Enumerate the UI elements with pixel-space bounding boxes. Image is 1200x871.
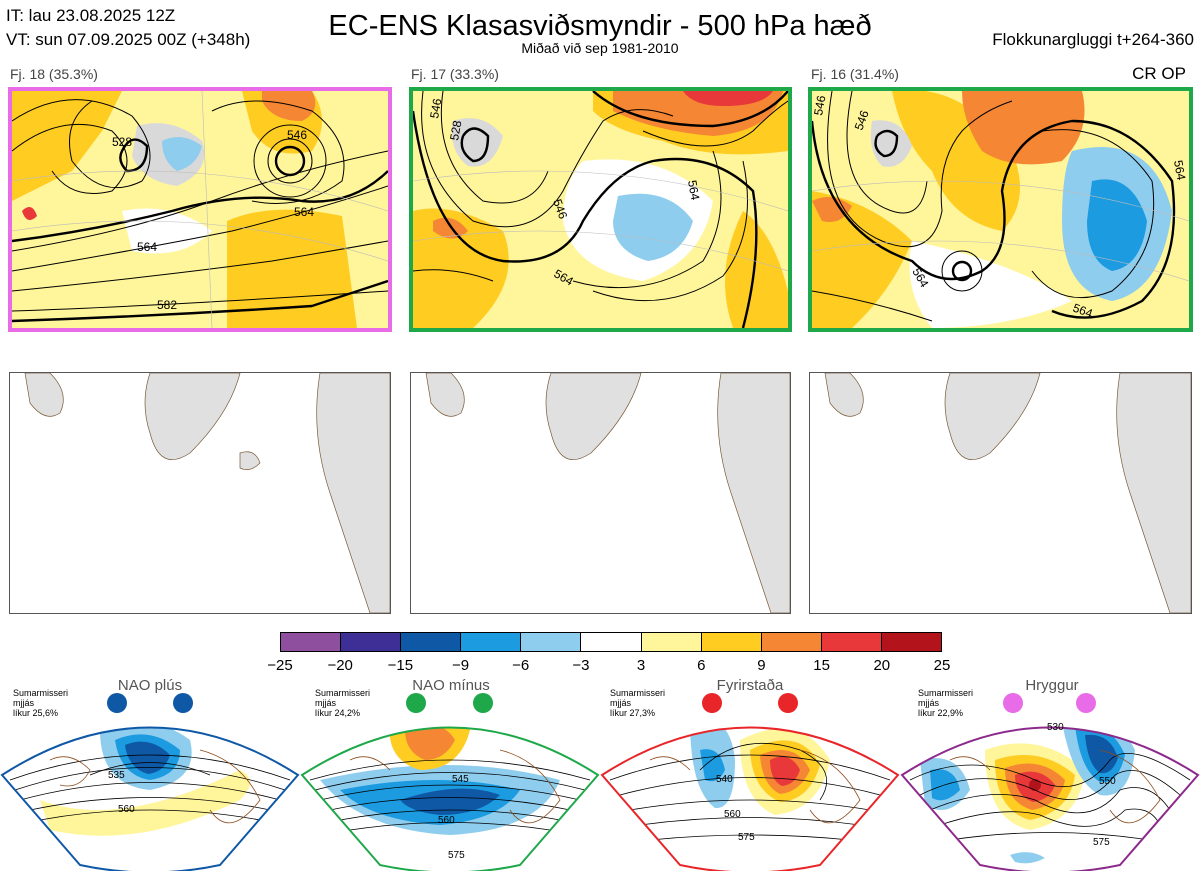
contour-label: 528 [447,119,464,141]
regime-title-ridge: Hryggur [1025,677,1079,694]
colorbar-tick-label: −15 [387,657,414,674]
contour-label: 546 [287,128,307,142]
contour-label: 560 [724,809,741,820]
base-map-1 [9,372,391,614]
contour-label: 545 [452,774,469,785]
colorbar-tick-label: 6 [697,657,706,674]
contour-label: 530 [1047,722,1064,733]
regime-dot-ridge-2 [1076,693,1096,713]
contour-label: 546 [852,108,872,132]
colorbar-tick-label: 20 [873,657,891,674]
regime-maps: 535 560 545 560 575 [0,722,1200,871]
colorbar-tick-label: 15 [813,657,830,674]
init-time: IT: lau 23.08.2025 12Z [6,6,176,25]
colorbar-swatch [340,633,401,651]
contour-label: 560 [438,815,455,826]
regime-dot-ridge-1 [1003,693,1023,713]
contour-label: 546 [812,94,828,116]
regime-note-nao-minus: Sumarmisseri mjjás líkur 24,2% [315,688,371,718]
page-subtitle: Miðað við sep 1981-2010 [521,40,679,56]
contour-label: 550 [1099,776,1116,787]
regime-dot-nao-plus-1 [107,693,127,713]
contour-label: 575 [448,850,465,861]
colorbar-swatch [700,633,761,651]
colorbar-swatch [460,633,521,651]
colorbar-swatch [820,633,881,651]
regime-title-nao-minus: NAO mínus [412,677,490,694]
classification-window: Flokkunargluggi t+264-360 [992,30,1194,49]
colorbar-swatch [520,633,581,651]
regime-dot-nao-minus-1 [406,693,426,713]
page-title: EC-ENS Klasasviðsmyndir - 500 hPa hæð [328,10,872,42]
contour-label: 546 [550,197,570,221]
colorbar-tick-label: −3 [572,657,590,674]
cluster-label-17: Fj. 17 (33.3%) [411,66,499,82]
regime-title-blocking: Fyrirstaða [716,677,784,694]
cluster-map-16: 546 546 564 564 564 [808,87,1193,332]
colorbar-swatch [400,633,461,651]
colorbar-swatch [580,633,641,651]
colorbar-swatch [640,633,701,651]
colorbar-tick-label: 3 [636,657,646,674]
base-map-2 [410,372,791,614]
colorbar-tick-label: 25 [933,657,951,674]
contour-label: 564 [685,179,702,201]
contour-label: 535 [108,770,125,781]
contour-label: 564 [1171,159,1188,181]
colorbar-tick-label: −9 [451,657,470,674]
contour-label: 560 [118,804,135,815]
regime-dot-blocking-1 [702,693,722,713]
colorbar [280,632,942,652]
regime-dot-nao-plus-2 [173,693,193,713]
contour-label: 540 [716,774,733,785]
contour-label: 582 [157,298,177,312]
colorbar-tick-label: −6 [512,657,530,674]
colorbar-swatch [281,633,341,651]
cluster-map-17: 546 528 564 546 564 [409,87,792,332]
colorbar-swatch [760,633,821,651]
contour-label: 528 [112,135,132,149]
regime-dot-nao-minus-2 [473,693,493,713]
cluster-label-16: Fj. 16 (31.4%) [811,66,899,82]
regime-dot-blocking-2 [778,693,798,713]
contour-label: 564 [1071,301,1095,321]
cluster-label-18: Fj. 18 (35.3%) [10,66,98,82]
cr-op-label: CR OP [1132,64,1186,83]
contour-label: 564 [137,240,157,254]
colorbar-tick-label: 9 [757,657,766,674]
regime-note-ridge: Sumarmisseri mjjás líkur 22,9% [918,688,974,718]
valid-time: VT: sun 07.09.2025 00Z (+348h) [6,30,251,49]
regime-title-nao-plus: NAO plús [117,677,183,694]
contour-label: 575 [1093,837,1110,848]
regime-note-blocking: Sumarmisseri mjjás líkur 27,3% [610,688,666,718]
colorbar-tick-label: −20 [327,657,353,674]
cluster-map-18: 546 528 564 564 582 [8,87,392,332]
colorbar-swatch [880,633,942,651]
base-map-3 [809,372,1192,614]
contour-label: 564 [294,205,314,219]
contour-label: 546 [427,97,444,119]
contour-label: 575 [738,832,755,843]
colorbar-tick-label: −25 [267,657,293,674]
regime-note-nao-plus: Sumarmisseri mjjás líkur 25,6% [13,688,69,718]
